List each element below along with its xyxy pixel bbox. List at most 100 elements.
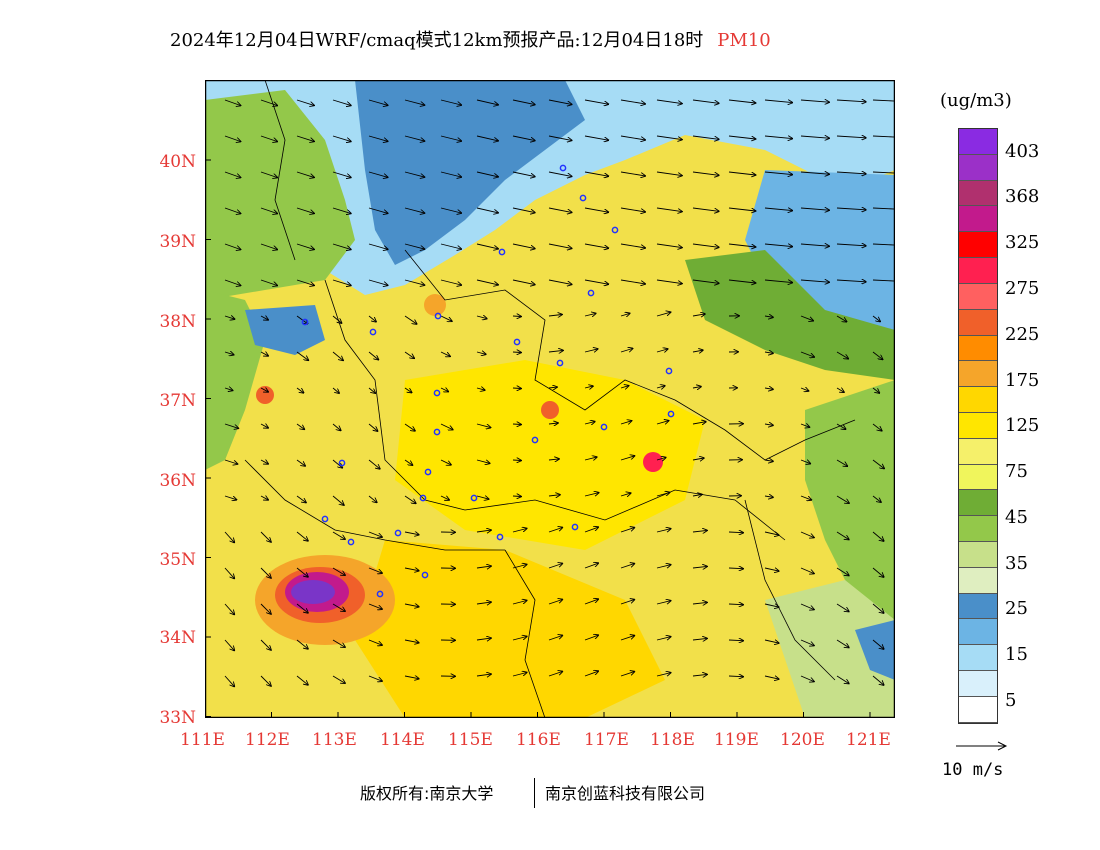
wind-arrow-icon [512, 352, 521, 353]
wind-arrow-icon [620, 386, 629, 388]
wind-arrow-icon [656, 565, 671, 569]
wind-arrow-icon [368, 531, 382, 537]
wind-arrow-icon [620, 564, 634, 569]
wind-arrow-icon [584, 313, 596, 316]
legend-swatch [959, 180, 997, 207]
wind-arrow-icon [764, 640, 779, 643]
city-marker-icon [433, 428, 441, 436]
legend-swatch [959, 154, 997, 181]
wind-arrow-icon [692, 350, 703, 352]
wind-arrow-icon [368, 387, 375, 393]
lat-label: 34N [159, 628, 196, 648]
wind-arrow-icon [620, 99, 645, 104]
legend-swatch [959, 206, 997, 233]
wind-arrow-icon [440, 171, 461, 177]
mid-concentration-south [355, 540, 665, 718]
wind-arrow-icon [296, 99, 314, 105]
wind-arrow-icon [368, 495, 377, 502]
legend-swatch [959, 567, 997, 594]
wind-arrow-icon [764, 388, 773, 389]
wind-arrow-icon [224, 675, 234, 686]
wind-arrow-icon [512, 565, 527, 569]
wind-arrow-icon [368, 279, 388, 285]
wind-arrow-icon [800, 460, 810, 464]
wind-arrow-icon [836, 459, 847, 466]
legend-label: 15 [1005, 644, 1028, 665]
wind-arrow-icon [584, 171, 608, 176]
wind-arrow-icon [800, 495, 811, 500]
wind-arrow-icon [836, 208, 866, 210]
lon-label: 120E [780, 730, 825, 750]
city-marker-icon [347, 538, 355, 546]
city-marker-icon [496, 533, 504, 541]
wind-arrow-icon [584, 243, 608, 248]
wind-arrow-icon [368, 351, 378, 360]
wind-arrow-icon [440, 279, 461, 285]
wind-arrow-icon [260, 424, 268, 428]
wind-arrow-icon [872, 171, 895, 174]
wind-arrow-icon [656, 637, 671, 641]
wind-arrow-icon [512, 601, 527, 605]
wind-arrow-icon [836, 100, 866, 102]
legend-swatch [959, 258, 997, 284]
wind-arrow-icon [728, 135, 756, 139]
wind-arrow-icon [620, 279, 645, 284]
lon-label: 118E [650, 730, 695, 750]
legend-swatch [959, 645, 997, 672]
title-variable: PM10 [717, 30, 771, 51]
wind-arrow-icon [764, 208, 792, 211]
wind-arrow-icon [260, 675, 271, 686]
wind-arrow-icon [224, 207, 241, 214]
wind-arrow-icon [584, 599, 598, 605]
lon-label: 115E [448, 730, 493, 750]
low-concentration-northeast [745, 170, 895, 345]
legend-label: 35 [1005, 553, 1028, 574]
wind-arrow-icon [836, 423, 846, 429]
wind-arrow-icon [872, 279, 895, 282]
wind-arrow-icon [548, 600, 562, 605]
lat-label: 35N [159, 550, 196, 570]
low-se-corner [855, 620, 895, 680]
wind-arrow-icon [296, 135, 314, 141]
wind-arrow-icon [440, 388, 448, 392]
wind-arrow-icon [548, 636, 562, 641]
city-marker-icon [579, 194, 587, 202]
wind-arrow-icon [728, 99, 756, 103]
wind-arrow-icon [404, 171, 424, 177]
wind-arrow-icon [332, 531, 345, 539]
wind-arrow-icon [296, 639, 308, 649]
wind-arrow-icon [872, 459, 884, 469]
wind-arrow-icon [872, 135, 895, 138]
legend-swatch [959, 361, 997, 388]
wind-arrow-icon [764, 532, 779, 535]
wind-arrow-icon [764, 136, 792, 139]
wind-arrow-icon [836, 603, 849, 612]
wind-arrow-icon [224, 99, 241, 106]
wind-arrow-icon [656, 421, 669, 424]
wind-arrow-icon [800, 100, 829, 102]
wind-arrow-icon [656, 673, 671, 677]
wind-arrow-icon [260, 639, 271, 650]
wind-arrow-icon [476, 566, 491, 568]
hotspot-shandong [643, 452, 663, 472]
wind-arrow-icon [692, 99, 719, 103]
wind-arrow-icon [584, 671, 598, 677]
wind-arrow-icon [728, 207, 756, 211]
wind-arrow-icon [404, 351, 414, 358]
city-markers [301, 164, 675, 598]
city-marker-icon [421, 571, 429, 579]
wind-arrow-icon [728, 568, 743, 569]
wind-arrow-icon [620, 600, 634, 605]
wind-arrow-icon [692, 458, 704, 460]
wind-arrow-icon [764, 604, 779, 607]
wind-arrow-icon [692, 279, 719, 283]
wind-arrow-icon [620, 528, 634, 533]
wind-arrow-icon [800, 603, 814, 610]
wind-arrow-icon [404, 423, 415, 431]
wind-arrow-icon [404, 279, 424, 285]
wind-arrow-icon [872, 531, 884, 541]
copyright-text: 版权所有:南京大学 [360, 784, 494, 803]
wind-arrow-icon [836, 531, 849, 540]
wind-arrow-icon [548, 528, 562, 533]
wind-arrow-icon [656, 386, 665, 388]
